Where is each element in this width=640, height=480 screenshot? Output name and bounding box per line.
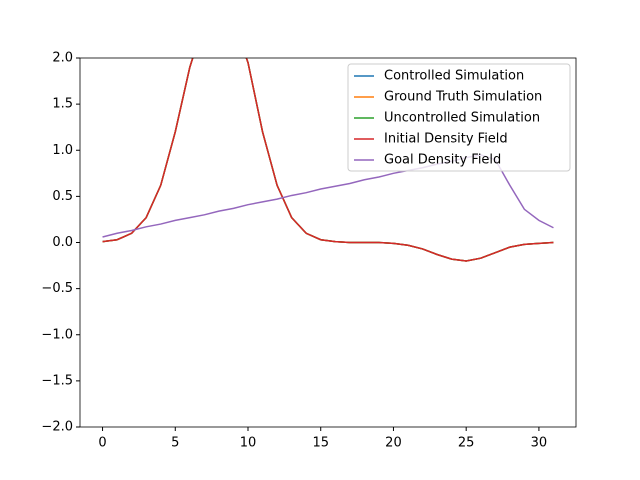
legend-label: Controlled Simulation — [384, 69, 524, 84]
legend-label: Ground Truth Simulation — [384, 90, 542, 105]
x-tick-label: 10 — [240, 436, 257, 451]
y-tick-label: −2.0 — [41, 420, 73, 435]
legend-label: Goal Density Field — [384, 153, 501, 168]
y-tick-label: 1.5 — [52, 97, 73, 112]
y-tick-label: −1.5 — [41, 373, 73, 388]
legend-label: Uncontrolled Simulation — [384, 111, 540, 126]
x-tick-label: 5 — [171, 436, 179, 451]
legend-frame — [347, 63, 571, 172]
y-tick-label: 1.0 — [52, 143, 73, 158]
axes-frame — [79, 57, 577, 428]
y-tick-label: −1.0 — [41, 327, 73, 342]
x-tick-label: 30 — [531, 436, 548, 451]
y-tick-label: −0.5 — [41, 281, 73, 296]
x-tick-label: 0 — [98, 436, 106, 451]
y-tick-label: 2.0 — [52, 51, 73, 66]
plot-area — [102, 58, 554, 262]
series-line — [102, 58, 554, 262]
legend-label: Initial Density Field — [384, 132, 508, 147]
x-tick-label: 25 — [458, 436, 475, 451]
x-tick-label: 20 — [385, 436, 402, 451]
x-tick-label: 15 — [312, 436, 329, 451]
y-tick-label: 0.0 — [52, 235, 73, 250]
y-tick-label: 0.5 — [52, 189, 73, 204]
